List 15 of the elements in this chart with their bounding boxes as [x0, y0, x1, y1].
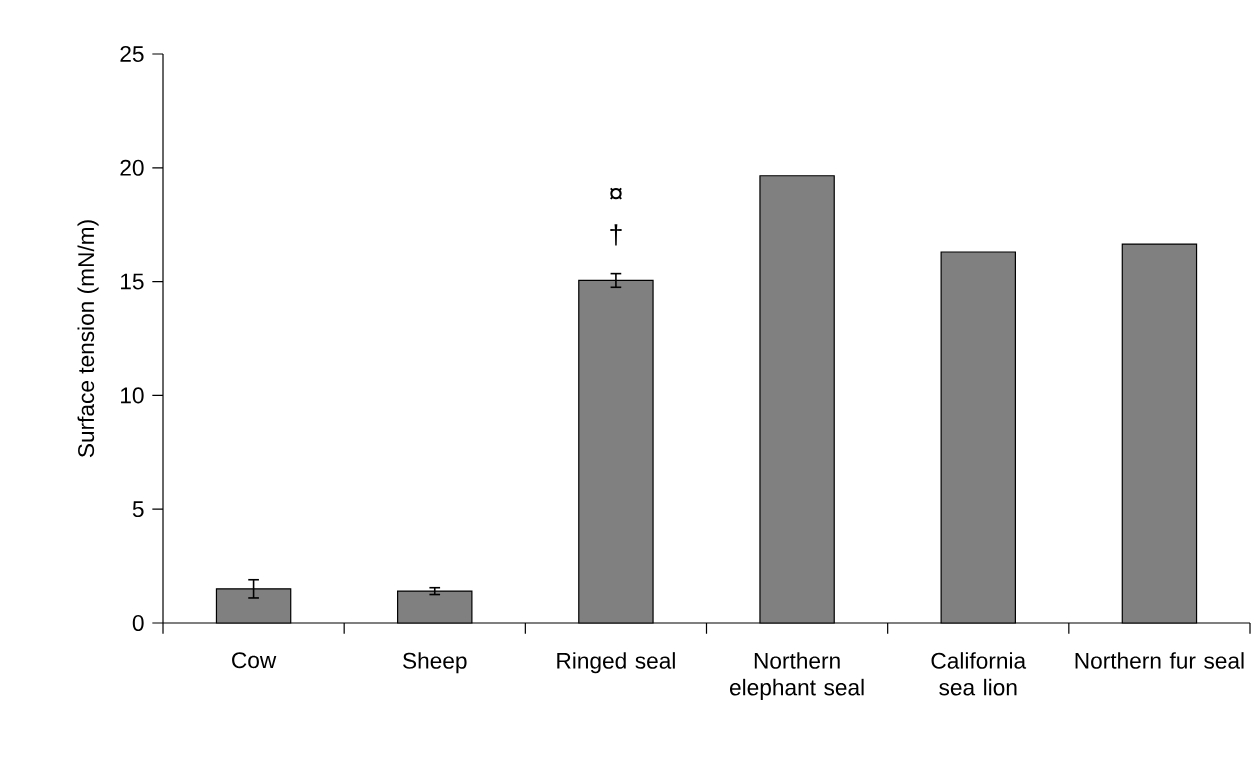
x-tick-label: Cow: [232, 652, 277, 669]
x-tick-label: Ringed seal: [557, 652, 675, 674]
x-tick-label: California sea lion: [931, 652, 1027, 696]
y-tick-label: 0: [132, 614, 144, 632]
y-axis-title: Surface tension (mN/m): [77, 220, 99, 458]
x-tick-label: Northern elephant seal: [730, 652, 864, 700]
y-tick-label: 20: [120, 159, 144, 176]
x-tick-label: Northern fur seal: [1075, 652, 1244, 669]
y-tick-label: 15: [121, 273, 144, 290]
y-tick-label: 5: [132, 501, 144, 518]
annotation: ¤: [610, 187, 622, 200]
y-tick-label: 10: [121, 387, 144, 404]
annotation: †: [610, 224, 622, 246]
y-tick-label: 25: [120, 45, 144, 63]
x-tick-label: Sheep: [403, 652, 467, 674]
